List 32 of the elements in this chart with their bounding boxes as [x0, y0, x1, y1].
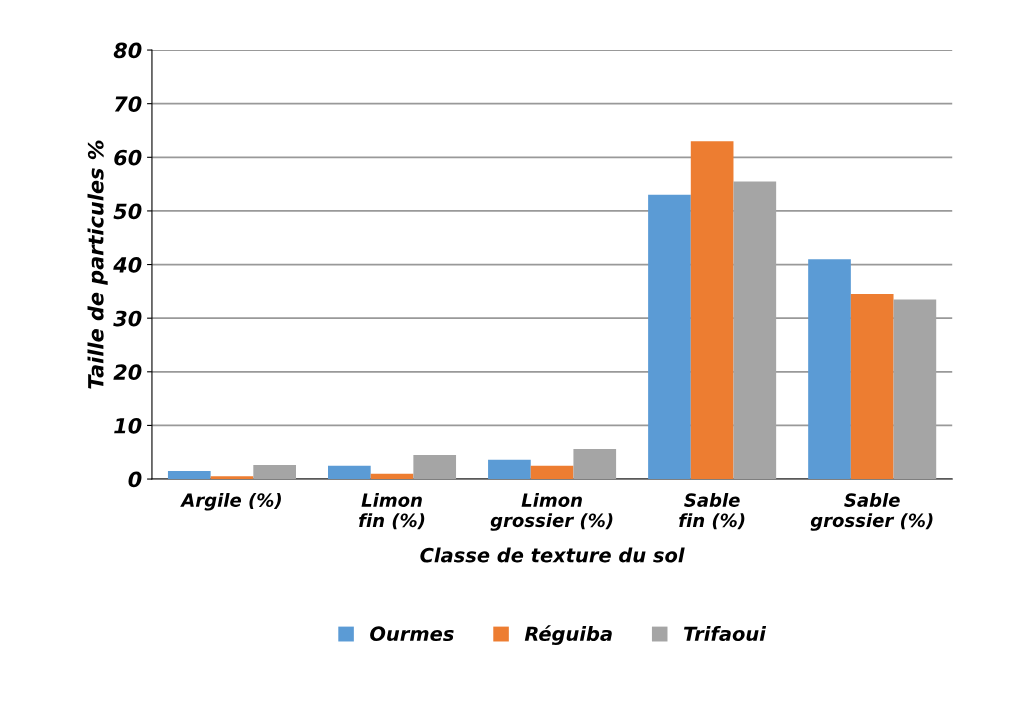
- y-tick-label: 20: [113, 364, 142, 381]
- bar: [488, 459, 531, 480]
- legend-label: Réguiba: [524, 625, 612, 645]
- y-tick-label: 10: [114, 417, 142, 434]
- bar: [850, 294, 894, 480]
- x-tick-label: Sable grossier (%): [810, 492, 933, 531]
- legend-label: Ourmes: [370, 626, 454, 642]
- bar: [328, 465, 371, 480]
- bar: [210, 476, 254, 480]
- y-tick-label: 70: [114, 96, 142, 112]
- bar: [413, 454, 457, 480]
- x-tick-label: Sable fin (%): [679, 492, 745, 530]
- bar: [808, 259, 851, 480]
- y-tick-label: 50: [113, 203, 142, 220]
- y-axis-title: Taille de particules %: [87, 140, 108, 389]
- y-tick-label: 60: [114, 149, 142, 166]
- x-axis-title: Classe de texture du sol: [420, 547, 685, 563]
- y-tick-label: 80: [113, 42, 142, 59]
- bar: [253, 465, 296, 480]
- bar: [167, 471, 211, 480]
- bar: [648, 194, 691, 480]
- y-tick-label: 40: [113, 257, 142, 273]
- bar: [530, 465, 574, 480]
- y-tick-label: 30: [113, 310, 142, 327]
- x-tick-label: Limon fin (%): [359, 492, 425, 530]
- legend-label: Trifaoui: [683, 626, 767, 642]
- y-tick-label: 0: [128, 471, 142, 488]
- bar: [573, 449, 617, 480]
- bar: [690, 141, 734, 480]
- x-tick-label: Argile (%): [180, 492, 281, 511]
- x-tick-label: Limon grossier (%): [490, 492, 613, 531]
- bar: [370, 473, 414, 480]
